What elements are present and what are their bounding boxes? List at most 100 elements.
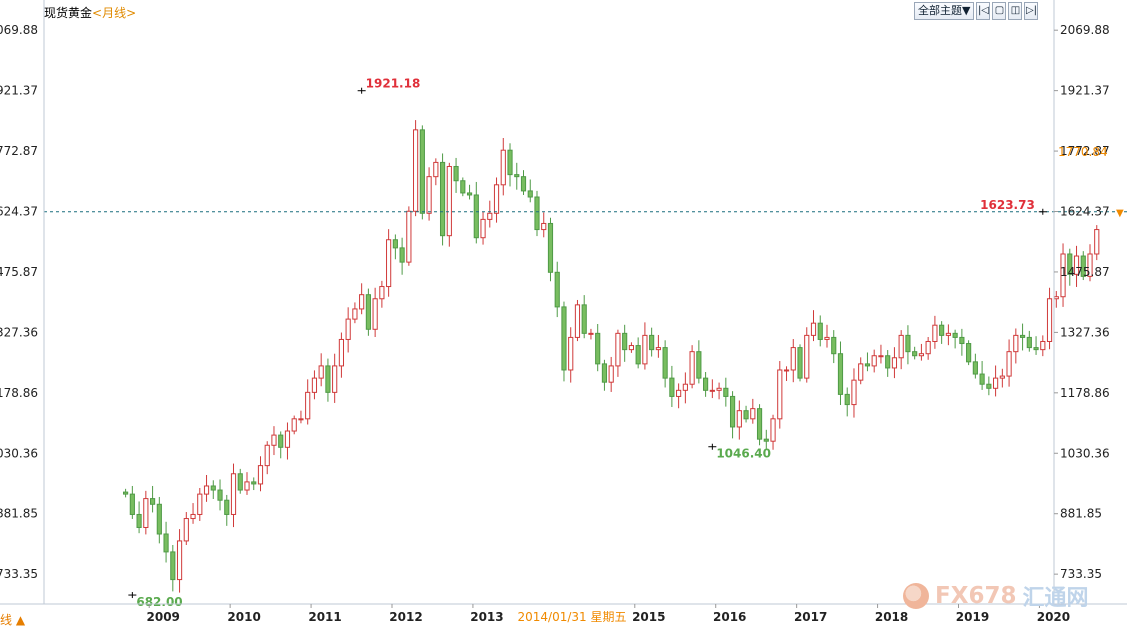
- candle-body: [925, 340, 931, 355]
- candle-body: [460, 180, 466, 194]
- cursor-date-label: 2014/01/31 星期五: [518, 610, 627, 624]
- candle-body: [864, 363, 871, 367]
- split-view-icon[interactable]: ◫: [1008, 2, 1023, 20]
- candle-body: [224, 499, 230, 515]
- candle-body: [1006, 351, 1012, 377]
- candle-body: [912, 351, 918, 357]
- candle-body: [858, 363, 864, 381]
- y-tick-label-left: 733.35: [0, 567, 38, 581]
- x-tick-label: 2011: [308, 610, 341, 624]
- y-tick-label-left: 2069.88: [0, 23, 38, 37]
- candle-body: [419, 129, 425, 214]
- candle-body: [939, 324, 945, 336]
- candle-body: [264, 444, 270, 467]
- candle-body: [190, 513, 196, 520]
- x-tick-label: 2009: [147, 610, 180, 624]
- candle-body: [136, 513, 142, 528]
- candle-body: [514, 174, 520, 178]
- candle-body: [952, 332, 958, 338]
- candle-body: [642, 334, 648, 365]
- candle-body: [932, 324, 938, 342]
- candle-body: [129, 493, 135, 515]
- candle-body: [439, 161, 446, 237]
- candle-body: [433, 161, 439, 178]
- candle-body: [1087, 253, 1093, 277]
- candle-body: [804, 334, 810, 379]
- candle-body: [413, 129, 419, 212]
- first-page-icon[interactable]: |◁: [976, 2, 991, 20]
- window-icon[interactable]: ▢: [992, 2, 1007, 20]
- candle-body: [777, 369, 783, 420]
- chart-title: 现货黄金<月线>: [44, 4, 136, 21]
- candle-body: [386, 239, 392, 288]
- candle-body: [837, 353, 844, 395]
- candle-body: [831, 336, 837, 355]
- candle-body: [851, 379, 857, 406]
- candle-body: [1013, 334, 1019, 353]
- candle-body: [905, 334, 911, 353]
- x-tick-label: 2010: [227, 610, 260, 624]
- candle-body: [561, 306, 567, 371]
- candle-body: [986, 383, 992, 389]
- candle-body: [824, 336, 830, 340]
- x-tick-label: 2012: [389, 610, 422, 624]
- candle-body: [628, 345, 635, 351]
- candle-body: [588, 332, 594, 335]
- candle-body: [1026, 336, 1032, 349]
- candle-body: [871, 355, 877, 367]
- candle-body: [500, 149, 506, 186]
- candle-body: [359, 294, 365, 310]
- candle-body: [311, 377, 318, 393]
- x-tick-label: 2017: [794, 610, 827, 624]
- candle-body: [1094, 229, 1100, 255]
- candle-body: [338, 338, 345, 367]
- candle-body: [183, 518, 189, 542]
- extreme-label: 1921.18: [366, 77, 421, 91]
- candle-body: [1067, 253, 1073, 275]
- candle-body: [149, 498, 156, 505]
- candle-body: [291, 418, 297, 432]
- candle-body: [507, 149, 513, 176]
- y-tick-label-left: 1178.86: [0, 386, 38, 400]
- candle-body: [763, 438, 769, 442]
- fx678-watermark: FX678 汇通网: [903, 580, 1088, 612]
- candle-body: [203, 485, 210, 495]
- x-tick-label: 2018: [875, 610, 908, 624]
- candle-body: [318, 365, 324, 379]
- candle-body: [372, 298, 378, 330]
- y-tick-label-right: 1921.37: [1060, 84, 1110, 98]
- candle-body: [473, 194, 479, 239]
- indicator-toggle[interactable]: 线 ▲: [0, 613, 26, 627]
- last-page-icon[interactable]: ▷|: [1024, 2, 1039, 20]
- candle-body: [284, 430, 291, 448]
- candle-body: [487, 212, 493, 220]
- candle-body: [271, 434, 277, 446]
- period-selector[interactable]: <月线>: [92, 6, 137, 20]
- y-tick-label-right: 733.35: [1060, 567, 1102, 581]
- candle-body: [1060, 253, 1066, 298]
- y-tick-label-right: 1475.87: [1060, 265, 1110, 279]
- candle-body: [406, 210, 412, 263]
- candle-body: [143, 498, 149, 528]
- candle-body: [817, 322, 823, 340]
- candle-body: [750, 408, 756, 420]
- candle-body: [554, 271, 560, 308]
- candle-body: [1073, 255, 1080, 275]
- candle-body: [520, 176, 527, 192]
- candle-body: [703, 377, 709, 391]
- candle-body: [655, 347, 661, 351]
- candle-body: [568, 336, 574, 371]
- y-tick-label-left: 1327.36: [0, 325, 38, 339]
- topics-dropdown-button[interactable]: 全部主题▼: [914, 2, 975, 20]
- candle-body: [743, 410, 749, 420]
- extreme-label: 1623.73: [980, 198, 1035, 212]
- candle-body: [493, 184, 500, 214]
- candle-body: [993, 377, 999, 389]
- candle-body: [1080, 255, 1086, 277]
- candle-body: [163, 533, 169, 553]
- y-tick-label-right: 1030.36: [1060, 446, 1110, 460]
- candle-body: [345, 318, 351, 340]
- y-tick-label-right: 1178.86: [1060, 386, 1110, 400]
- candle-body: [257, 465, 264, 485]
